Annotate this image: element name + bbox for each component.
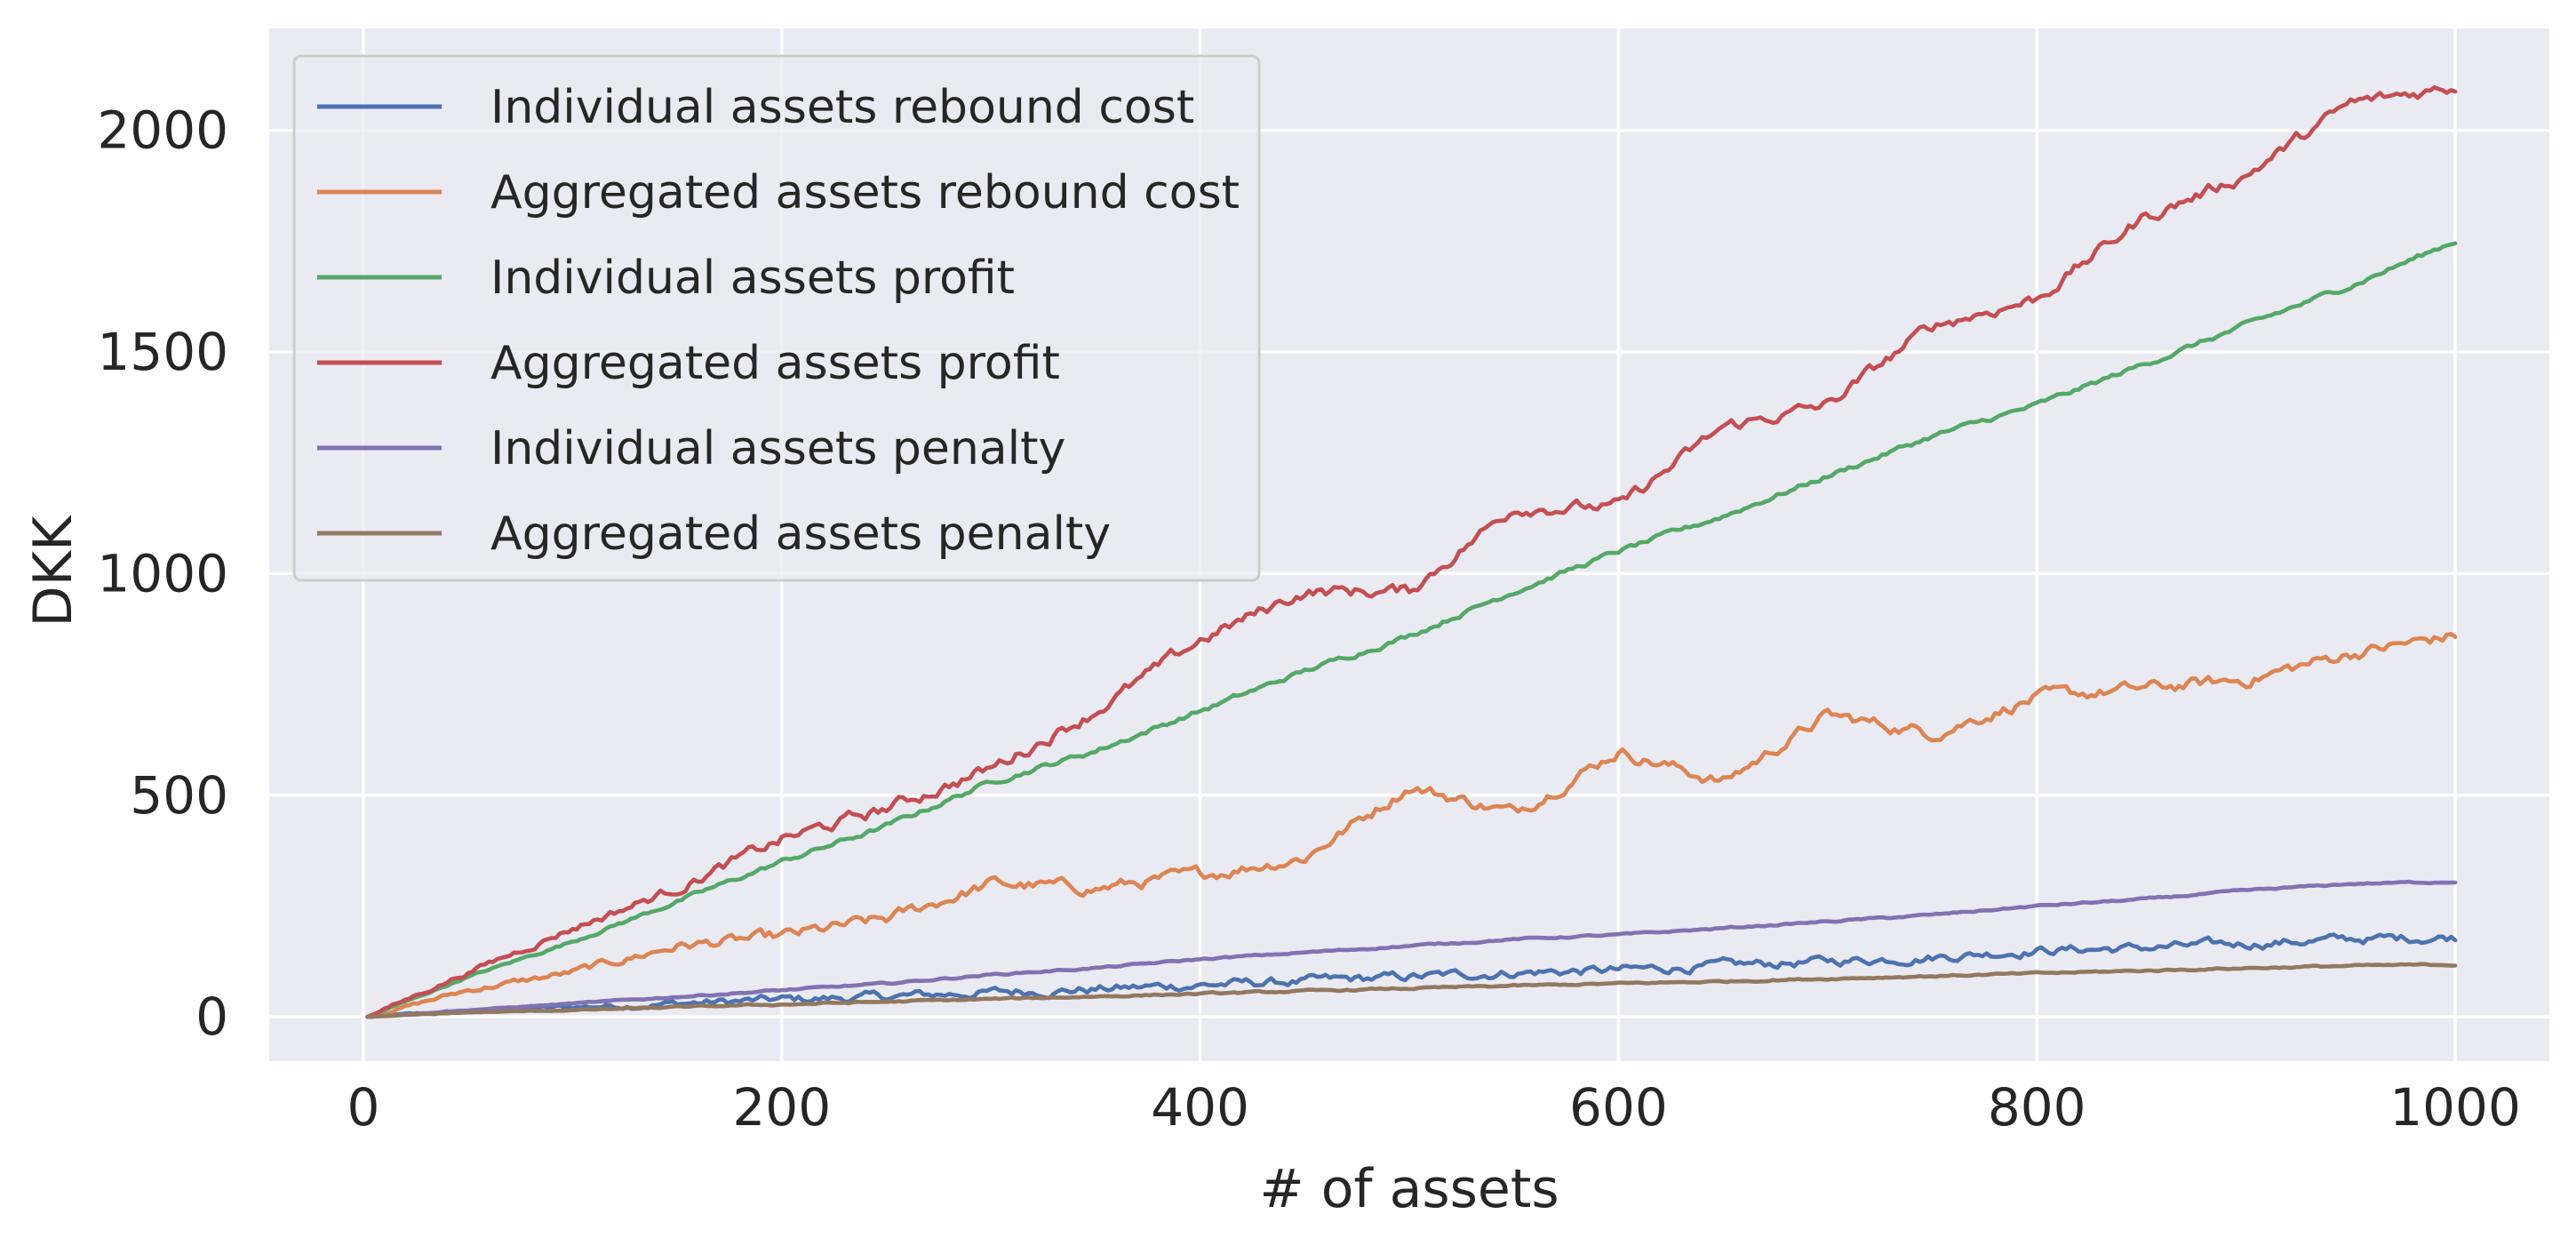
y-tick-label: 500: [130, 765, 228, 826]
y-tick-label: 1000: [97, 543, 228, 603]
series-line: [365, 241, 2458, 1019]
tick-layer: 0 200 400 600 800 1000 0 500 1000 1500 2000: [97, 100, 2520, 1138]
x-axis-label: # of assets: [1259, 1158, 1559, 1220]
series-line: [365, 932, 2458, 1019]
x-tick-label: 800: [1988, 1077, 2086, 1138]
series-layer: [365, 85, 2458, 1019]
series-line: [365, 85, 2458, 1019]
series-line: [365, 962, 2458, 1019]
legend-frame: [292, 54, 1261, 582]
legend-label: Individual assets penalty: [490, 422, 1065, 475]
y-tick-label: 1500: [97, 322, 228, 382]
x-tick-label: 200: [732, 1077, 831, 1138]
legend-items: Individual assets rebound cost Aggregated…: [317, 81, 1240, 561]
legend-label: Aggregated assets rebound cost: [490, 166, 1240, 220]
y-tick-label: 0: [195, 986, 228, 1047]
legend-label: Individual assets rebound cost: [490, 81, 1194, 134]
legend-label: Aggregated assets penalty: [490, 507, 1111, 561]
series-line: [365, 879, 2458, 1019]
x-tick-label: 0: [347, 1077, 379, 1138]
x-tick-label: 600: [1569, 1077, 1668, 1138]
series-line: [365, 632, 2458, 1019]
x-tick-label: 1000: [2389, 1077, 2521, 1138]
x-tick-label: 400: [1151, 1077, 1249, 1138]
y-tick-label: 2000: [97, 100, 228, 161]
legend: Individual assets rebound cost Aggregated…: [292, 54, 1261, 582]
legend-label: Aggregated assets profit: [490, 337, 1060, 390]
legend-label: Individual assets profit: [490, 252, 1015, 305]
y-axis-label: DKK: [22, 515, 84, 627]
